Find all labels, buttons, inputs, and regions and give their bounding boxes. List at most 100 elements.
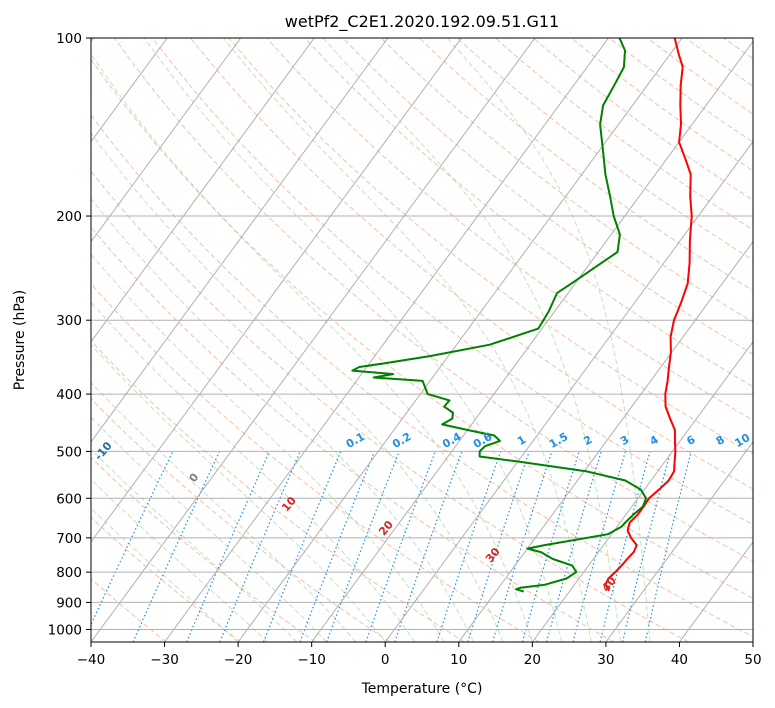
dry-adiabat-label: 0 [186, 471, 201, 485]
y-tick-label: 800 [56, 565, 82, 581]
mixing-ratio-label: 2 [581, 433, 594, 448]
x-tick-label: −10 [297, 652, 326, 668]
isotherm [458, 240, 753, 642]
mixing-ratio-label: 0.1 [344, 430, 367, 451]
isotherm [384, 140, 753, 642]
y-tick-label: 1000 [48, 622, 82, 638]
moist-adiabat [91, 478, 268, 642]
dry-adiabat [91, 58, 753, 599]
y-tick-label: 100 [56, 31, 82, 47]
moist-adiabat [91, 448, 298, 642]
isotherm [531, 340, 753, 642]
x-axis-label: Temperature (°C) [361, 681, 483, 697]
mixing-ratio-line [91, 451, 174, 626]
x-tick-label: −30 [150, 652, 179, 668]
sounding-series [351, 38, 693, 593]
moist-adiabat [91, 197, 474, 642]
mixing-ratio-label: 4 [648, 433, 661, 448]
dry-adiabat [304, 38, 753, 388]
moist-adiabat [143, 38, 563, 642]
y-tick-label: 200 [56, 209, 82, 225]
moist-adiabat [91, 416, 327, 642]
mixing-ratio-line [186, 451, 270, 642]
mixing-ratio-line [436, 451, 502, 642]
mixing-ratio-line [326, 451, 400, 642]
moist-adiabat [91, 507, 239, 642]
dewpoint-line [351, 38, 648, 593]
plot-frame [90, 37, 754, 643]
mixing-ratio-line [572, 451, 626, 642]
dry-adiabat-label: -10 [92, 439, 115, 463]
isotherm [679, 541, 753, 642]
x-tick-label: 20 [524, 652, 541, 668]
moist-adiabat [91, 343, 386, 642]
dry-adiabat [91, 398, 391, 642]
isotherm [91, 38, 462, 543]
moist-adiabat [91, 132, 504, 642]
mixing-ratio-line [599, 451, 651, 642]
dry-adiabat [190, 38, 753, 490]
mixing-ratio-line [521, 451, 580, 642]
dry-adiabat [91, 170, 689, 642]
isotherm [91, 38, 389, 443]
dry-adiabat [91, 282, 540, 642]
mixing-ratio-line [262, 451, 342, 642]
mixing-ratio-line [467, 451, 530, 642]
dry-adiabat [91, 516, 242, 642]
isotherm [164, 38, 609, 642]
y-tick-label: 500 [56, 444, 82, 460]
dry-adiabat-label: 40 [599, 574, 619, 594]
mixing-ratio-line [492, 451, 553, 642]
mixing-ratio-line [394, 451, 463, 642]
y-tick-label: 900 [56, 595, 82, 611]
y-tick-label: 400 [56, 387, 82, 403]
isotherm [311, 40, 753, 642]
y-axis-label: Pressure (hPa) [12, 290, 28, 390]
isotherm [91, 38, 242, 243]
x-tick-label: −40 [77, 652, 106, 668]
background-grid [91, 38, 753, 642]
moist-adiabat [91, 381, 357, 642]
x-tick-label: 40 [671, 652, 688, 668]
dry-adiabat-label: -20 [1, 406, 24, 430]
mixing-ratio-label: 0.4 [440, 430, 464, 451]
dry-adiabat [91, 340, 465, 642]
mixing-ratio-label: 8 [714, 433, 727, 448]
dry-adiabat [570, 38, 753, 172]
x-tick-label: 30 [597, 652, 614, 668]
mixing-ratio-line [365, 451, 436, 642]
dry-adiabat-label: 10 [279, 494, 299, 514]
isotherm [605, 441, 753, 642]
dry-adiabat [266, 38, 753, 421]
y-tick-label: 600 [56, 491, 82, 507]
moist-adiabat [91, 53, 533, 642]
mixing-ratio-label: 1.5 [547, 430, 570, 451]
mixing-ratio-line [299, 451, 375, 642]
isotherm [91, 38, 315, 343]
isotherm [752, 641, 753, 642]
mixing-ratio-line [219, 451, 301, 642]
y-tick-label: 300 [56, 313, 82, 329]
dry-adiabat-label: 30 [483, 545, 503, 565]
dry-adiabat [91, 226, 614, 642]
isotherm [91, 38, 536, 642]
x-tick-label: 50 [744, 652, 761, 668]
y-tick-label: 700 [56, 531, 82, 547]
line-labels: -100-90-80-70-60-50-40-30-20-10010203040… [1, 406, 753, 595]
x-tick-label: 0 [381, 652, 390, 668]
dry-adiabat [152, 38, 753, 526]
mixing-ratio-label: 1 [515, 433, 528, 448]
temperature-line [604, 38, 693, 592]
mixing-ratio-label: 6 [684, 433, 697, 448]
dry-adiabat [91, 114, 753, 638]
dry-adiabat [418, 38, 753, 292]
mixing-ratio-label: 0.6 [471, 430, 495, 451]
isotherm [91, 38, 168, 143]
x-axis: −40 −30 −20 −10 0 10 20 30 40 50 [77, 642, 762, 668]
moist-adiabat [322, 38, 622, 642]
dry-adiabat-label: 20 [376, 518, 396, 538]
chart-title: wetPf2_C2E1.2020.192.09.51.G11 [285, 12, 559, 32]
dry-adiabat [723, 38, 753, 60]
moist-adiabat [446, 38, 651, 642]
